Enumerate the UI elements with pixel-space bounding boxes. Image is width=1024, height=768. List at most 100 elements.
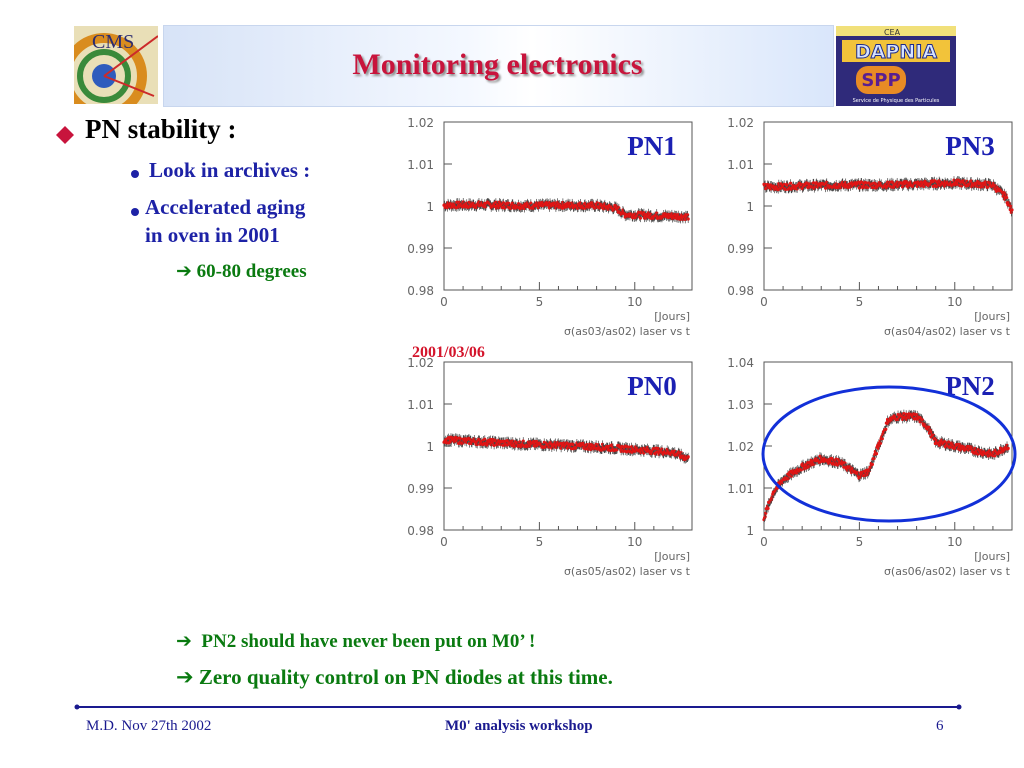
- y-tick-label: 1.02: [407, 356, 434, 370]
- data-point: [786, 476, 791, 480]
- data-point: [642, 451, 646, 455]
- data-point: [960, 184, 964, 188]
- x-tick-label: 0: [440, 295, 448, 309]
- data-point: [857, 180, 861, 184]
- arrow-right-icon: ➔: [176, 260, 192, 282]
- arrow-right-icon: ➔: [176, 630, 192, 652]
- data-point: [521, 439, 525, 443]
- data-point: [874, 452, 879, 456]
- bullet-diamond-icon: [56, 126, 74, 149]
- data-point: [986, 185, 990, 189]
- data-point: [1005, 196, 1009, 200]
- chart-pn3: 1.02 1.01 1 0.99 0.98 0 5 10 [Jours] σ(as04/as02)…: [727, 116, 1014, 338]
- x-unit-label: [Jours]: [654, 310, 690, 323]
- y-tick-label: 1.02: [727, 440, 754, 454]
- data-point: [1010, 208, 1014, 212]
- svg-text:CEA: CEA: [884, 28, 901, 37]
- highlight-ellipse: [761, 385, 1017, 523]
- footer-line: [74, 704, 962, 710]
- x-axis-label: σ(as06/as02) laser vs t: [884, 565, 1011, 578]
- footer-author-date: M.D. Nov 27th 2002: [86, 718, 212, 734]
- x-unit-label: [Jours]: [974, 550, 1010, 563]
- x-unit-label: [Jours]: [974, 310, 1010, 323]
- data-point: [947, 440, 951, 444]
- x-axis-label: σ(as03/as02) laser vs t: [564, 325, 691, 338]
- spp-logo-text: SPP: [861, 70, 900, 91]
- data-point: [529, 201, 533, 205]
- y-tick-label: 1.01: [727, 482, 754, 496]
- y-tick-label: 0.98: [407, 524, 434, 538]
- y-tick-label: 1.01: [407, 158, 434, 172]
- data-point: [483, 437, 487, 441]
- data-point: [655, 211, 659, 215]
- aging-item-cont: in oven in 2001: [145, 223, 280, 247]
- x-tick-label: 0: [760, 535, 768, 549]
- y-tick-label: 1: [426, 440, 434, 454]
- plot-label: PN3: [945, 131, 995, 161]
- x-tick-label: 5: [856, 535, 864, 549]
- data-point: [686, 455, 690, 459]
- data-point: [766, 506, 770, 511]
- data-point: [993, 454, 997, 458]
- y-tick-label: 1.01: [407, 398, 434, 412]
- dapnia-logo-text: DAPNIA: [855, 41, 937, 63]
- data-point: [638, 216, 642, 220]
- note-pn2: ➔ PN2 should have never been put on M0’ …: [176, 630, 536, 652]
- cms-logo: CMS: [74, 26, 158, 104]
- data-point: [1009, 204, 1013, 209]
- x-tick-label: 5: [536, 295, 544, 309]
- x-tick-label: 10: [947, 295, 962, 309]
- aging-item: Accelerated aging: [145, 195, 306, 219]
- data-point: [880, 436, 884, 441]
- date-note: 2001/03/06: [412, 344, 485, 361]
- archive-item: Look in archives :: [149, 158, 311, 182]
- data-point: [547, 206, 552, 210]
- footer-page-number: 6: [936, 718, 944, 734]
- data-point: [610, 443, 614, 447]
- footer-event: M0' analysis workshop: [445, 718, 593, 734]
- y-tick-label: 1.01: [727, 158, 754, 172]
- x-tick-label: 5: [536, 535, 544, 549]
- title-bar: [163, 25, 834, 107]
- data-point: [856, 471, 860, 475]
- y-tick-label: 0.99: [407, 482, 434, 496]
- y-tick-label: 1: [426, 200, 434, 214]
- data-point: [927, 425, 931, 429]
- x-axis-label: σ(as04/as02) laser vs t: [884, 325, 1011, 338]
- bullet-dot-icon: [131, 208, 139, 216]
- data-point: [870, 462, 874, 466]
- x-tick-label: 10: [627, 535, 642, 549]
- data-point: [789, 181, 793, 185]
- data-point: [578, 201, 582, 205]
- pn-stability-heading: PN stability :: [85, 114, 237, 144]
- note-quality: ➔ Zero quality control on PN diodes at t…: [176, 665, 613, 689]
- data-point: [878, 441, 883, 445]
- data-point: [825, 180, 829, 184]
- chart-pn1: 1.02 1.01 1 0.99 0.98 0 5 10 [Jours] σ(as03/as02)…: [407, 116, 693, 338]
- x-axis-label: σ(as05/as02) laser vs t: [564, 565, 691, 578]
- dapnia-logo-subtitle: Service de Physique des Particules: [853, 98, 940, 104]
- y-tick-label: 1: [746, 200, 754, 214]
- plot-label: PN1: [627, 131, 677, 161]
- slide-title: Monitoring electronics: [352, 48, 643, 81]
- dapnia-logo: CEA DAPNIA SPP Service de Physique des P…: [836, 26, 956, 106]
- x-tick-label: 0: [760, 295, 768, 309]
- data-point: [686, 217, 690, 221]
- data-point: [876, 446, 880, 450]
- plot-label: PN0: [627, 371, 677, 401]
- data-point: [494, 200, 498, 204]
- y-tick-label: 1.02: [407, 116, 434, 130]
- x-tick-label: 10: [627, 295, 642, 309]
- data-point: [904, 412, 908, 416]
- data-point: [884, 427, 888, 431]
- data-point: [973, 446, 977, 451]
- data-point: [1004, 193, 1008, 197]
- data-point: [686, 213, 690, 217]
- y-tick-label: 0.99: [727, 242, 754, 256]
- y-tick-label: 1.02: [727, 116, 754, 130]
- x-unit-label: [Jours]: [654, 550, 690, 563]
- y-tick-label: 0.99: [407, 242, 434, 256]
- x-tick-label: 0: [440, 535, 448, 549]
- data-point: [799, 468, 803, 472]
- y-tick-label: 0.98: [727, 284, 754, 298]
